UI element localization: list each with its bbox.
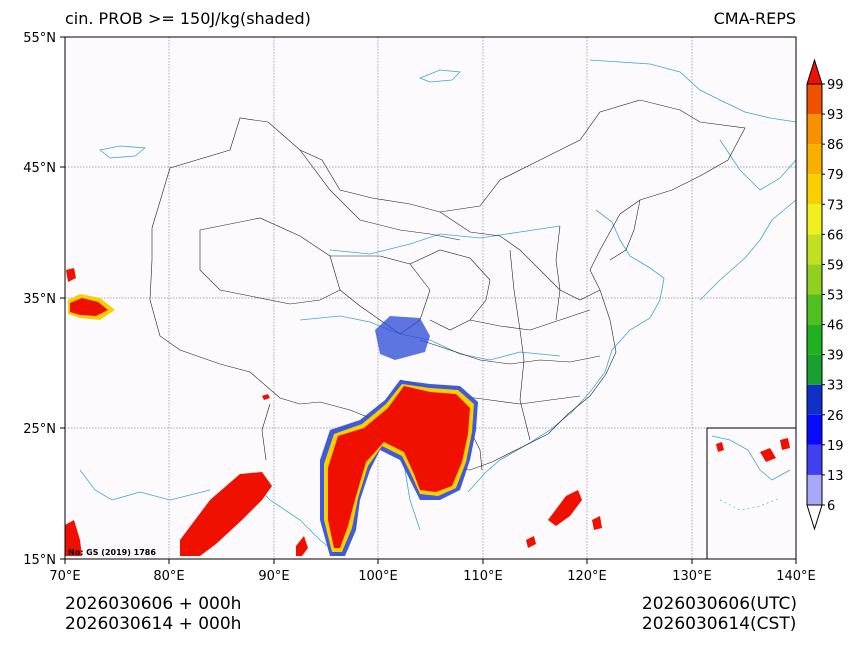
init-time-cst-offset: 2026030614 + 000h	[65, 614, 242, 634]
lon-label-130: 130°E	[672, 569, 712, 584]
lat-label-15: 15°N	[23, 553, 56, 568]
valid-time-utc: 2026030606(UTC)	[641, 594, 797, 614]
forecast-time-left: 2026030606 + 000h 2026030614 + 000h	[65, 594, 241, 634]
lon-label-120: 120°E	[567, 569, 607, 584]
lat-label-35: 35°N	[23, 292, 56, 307]
colorbar-label: 53	[827, 289, 844, 304]
forecast-time-right: 2026030606(UTC) 2026030614(CST)	[642, 594, 797, 634]
colorbar-label: 86	[827, 138, 844, 153]
map-approval-number: No: GS (2019) 1786	[68, 548, 156, 557]
valid-time-cst: 2026030614(CST)	[641, 614, 797, 634]
lat-label-45: 45°N	[23, 161, 56, 176]
inset-map	[706, 427, 797, 560]
colorbar-label: 93	[827, 108, 844, 123]
lon-tick-marks	[64, 559, 797, 564]
gridlines	[65, 37, 796, 559]
lon-label-110: 110°E	[463, 569, 503, 584]
colorbar-swatch	[807, 204, 822, 235]
colorbar-swatch	[807, 444, 822, 475]
init-time-utc-offset: 2026030606 + 000h	[65, 594, 242, 614]
colorbar-label: 13	[827, 469, 844, 484]
colorbar-extend-min	[806, 504, 823, 531]
colorbar-label: 33	[827, 379, 844, 394]
colorbar-swatch	[807, 294, 822, 325]
lat-label-25: 25°N	[23, 422, 56, 437]
lat-tick-marks	[60, 36, 65, 560]
colorbar-label: 79	[827, 168, 844, 183]
colorbar-swatch	[807, 414, 822, 445]
model-name: CMA-REPS	[713, 9, 796, 28]
colorbar-label: 39	[827, 349, 844, 364]
coastlines-rivers	[79, 59, 797, 557]
colorbar-swatch	[807, 234, 822, 265]
lon-label-140: 140°E	[776, 569, 816, 584]
colorbar-extend-max	[806, 58, 823, 85]
map-title: cin. PROB >= 150J/kg(shaded)	[65, 9, 311, 28]
lon-label-100: 100°E	[358, 569, 398, 584]
colorbar-swatch	[807, 474, 822, 505]
colorbar-label: 19	[827, 439, 844, 454]
lon-label-70: 70°E	[49, 569, 80, 584]
colorbar-swatch	[807, 264, 822, 295]
probability-shading	[65, 268, 602, 556]
colorbar-swatch	[807, 174, 822, 205]
colorbar-swatch	[807, 354, 822, 385]
colorbar-label: 26	[827, 409, 844, 424]
colorbar-swatch	[807, 114, 822, 145]
colorbar-label: 59	[827, 258, 844, 273]
colorbar-label: 73	[827, 198, 844, 213]
boundaries	[149, 99, 746, 471]
colorbar-label: 46	[827, 319, 844, 334]
colorbar-swatch	[807, 324, 822, 355]
colorbar-swatch	[807, 84, 822, 115]
colorbar-label: 6	[827, 499, 835, 514]
colorbar: 6 13 19 26 33 39 46 53 59 66 73 79 86 93 99	[806, 58, 844, 531]
colorbar-label: 66	[827, 228, 844, 243]
lon-label-90: 90°E	[258, 569, 289, 584]
lon-label-80: 80°E	[153, 569, 184, 584]
lat-label-55: 55°N	[23, 31, 56, 46]
colorbar-swatch	[807, 384, 822, 415]
colorbar-label: 99	[827, 78, 844, 93]
colorbar-swatch	[807, 144, 822, 175]
